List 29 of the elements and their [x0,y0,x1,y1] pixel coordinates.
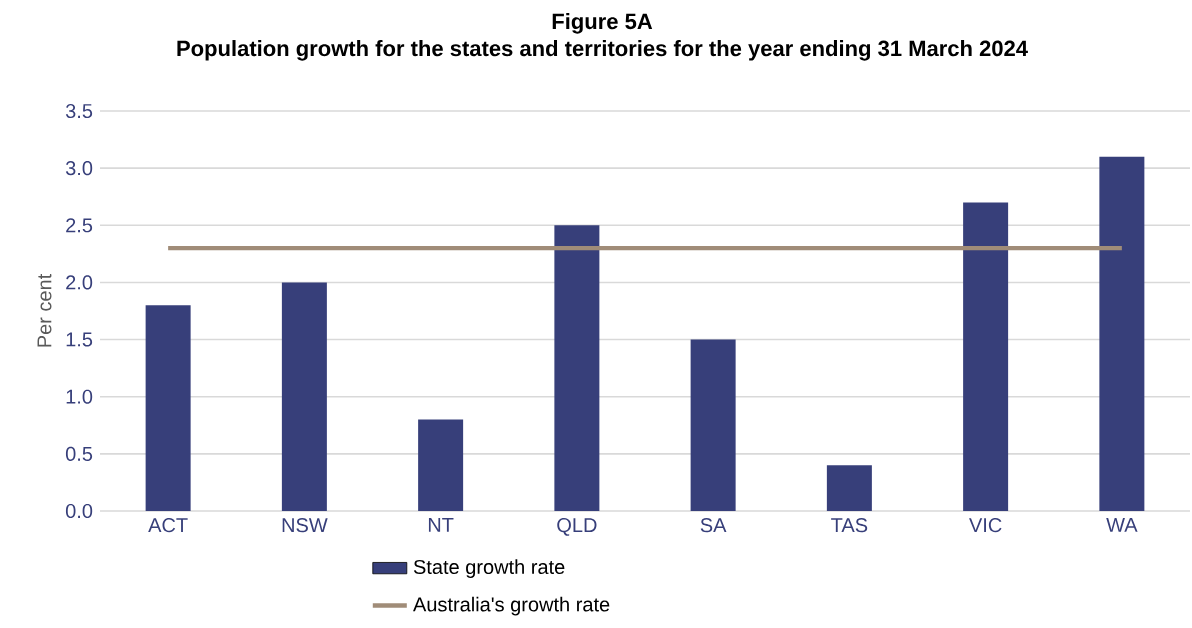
y-tick-label: 0.5 [65,446,93,461]
y-tick-label: 0.0 [65,503,93,519]
bar [554,225,600,511]
x-tick-label: ACT [148,518,188,533]
bar [826,465,872,511]
y-tick-label: 1.0 [66,389,93,404]
bar [418,419,464,511]
y-tick-label: 3.5 [65,103,93,119]
x-tick-label: SA [700,518,727,533]
y-tick-label: 2.5 [66,218,93,233]
legend-label: State growth rate [413,559,565,579]
y-tick-label: 3.0 [65,161,93,176]
x-tick-label: NSW [282,518,328,533]
bar [690,339,736,511]
x-tick-label: NT [428,518,454,532]
chart-title: Figure 5A [552,13,653,34]
x-tick-label: QLD [557,518,597,536]
bar [145,305,191,511]
legend-label: Australia's growth rate [413,596,610,616]
y-axis-title: Per cent [37,273,52,347]
bar [281,282,327,511]
bar [1099,156,1145,511]
x-tick-label: TAS [831,518,868,533]
bar [963,202,1009,511]
y-tick-label: 2.0 [66,275,93,290]
y-tick-label: 1.5 [66,332,93,347]
x-tick-label: WA [1106,518,1138,532]
x-tick-label: VIC [969,518,1002,533]
chart-subtitle: Population growth for the states and territories for the year ending 31 March 2024 [177,40,1028,61]
